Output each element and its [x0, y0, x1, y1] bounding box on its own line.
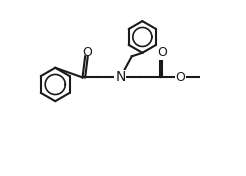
Text: O: O — [82, 46, 92, 59]
Text: O: O — [175, 71, 185, 84]
Text: O: O — [158, 46, 168, 59]
Text: N: N — [115, 70, 125, 84]
